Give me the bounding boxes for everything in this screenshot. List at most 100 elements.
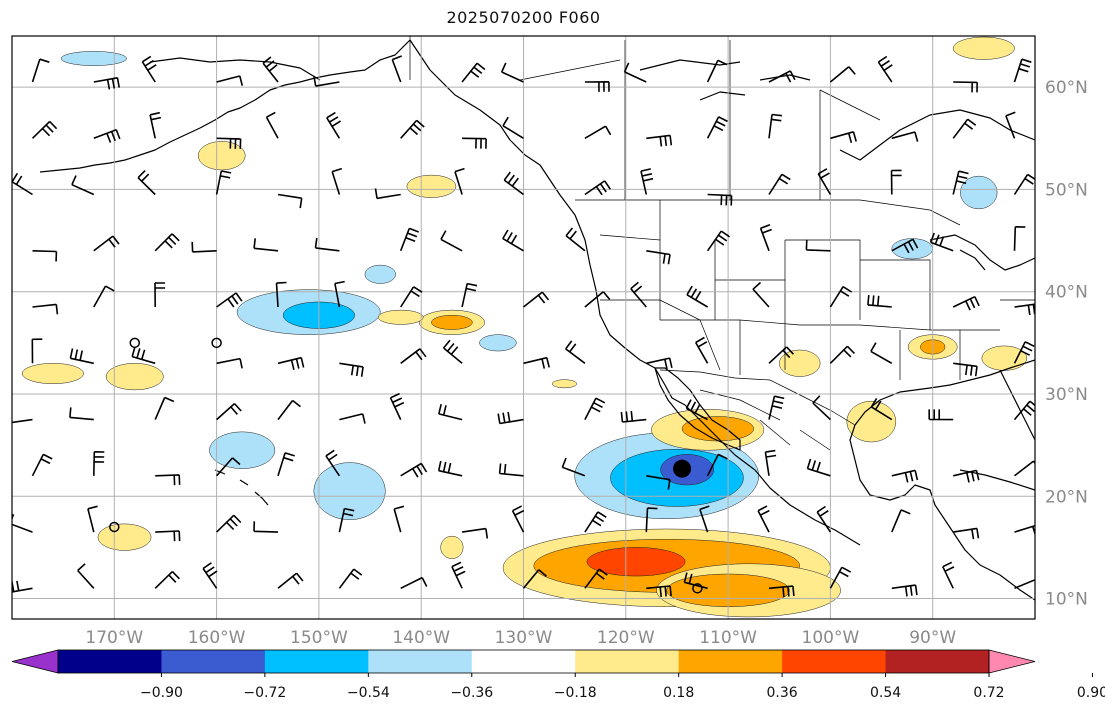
wind-barb <box>891 238 919 254</box>
wind-barb <box>313 76 340 87</box>
wind-barb <box>706 453 728 477</box>
contour-region-17 <box>377 309 424 325</box>
lat-tick-label: 40°N <box>1045 283 1088 303</box>
contour-region-29 <box>981 345 1028 371</box>
wind-barb <box>623 62 647 83</box>
alaska-north-coast <box>149 57 321 81</box>
colorbar-tick-label: 0.90 <box>1077 685 1105 701</box>
contour-region-12 <box>197 141 246 171</box>
great-lakes <box>929 234 1035 271</box>
wind-barb <box>1014 303 1035 316</box>
contour-region-32 <box>952 36 1015 60</box>
map-frame <box>11 35 1036 620</box>
longitude-labels: 170°W 160°W 150°W 140°W 130°W 120°W 110°W 100°W… <box>85 628 956 648</box>
wind-barb <box>155 530 181 542</box>
wind-barb <box>12 418 33 424</box>
wind-barb <box>77 563 95 589</box>
wind-barb <box>275 281 287 308</box>
wind-barb <box>816 505 832 533</box>
colorbar-swatch <box>678 650 783 673</box>
wind-barb <box>829 345 855 364</box>
wind-barb <box>253 521 279 533</box>
wind-barb <box>942 561 955 589</box>
wind-barb <box>497 411 524 425</box>
baja-coast <box>654 367 741 451</box>
wind-barb <box>699 505 710 533</box>
lon-tick-label: 90°W <box>909 628 956 648</box>
wind-barb <box>277 356 305 370</box>
wind-barb <box>511 505 525 533</box>
colorbar-extend-high <box>988 649 1036 674</box>
contour-region-33 <box>60 51 127 66</box>
wind-barb <box>929 232 954 252</box>
wind-barb <box>707 193 733 206</box>
wind-barb <box>191 241 217 253</box>
contour-region-20 <box>21 363 84 385</box>
colorbar-tick-label: 0.18 <box>663 685 694 701</box>
colorbar-swatch <box>264 650 369 673</box>
wind-barb <box>870 342 893 364</box>
wind-barb <box>953 81 978 93</box>
wind-barb <box>400 286 423 308</box>
wind-barb <box>952 118 977 139</box>
wind-barb <box>438 404 463 421</box>
wind-barb <box>891 509 911 533</box>
wind-barb <box>461 62 486 83</box>
wind-barb <box>805 239 831 252</box>
wind-barb <box>262 56 279 83</box>
lon-tick-label: 150°W <box>290 628 348 648</box>
center-marker <box>673 459 692 478</box>
wind-barb <box>500 62 524 83</box>
wind-barb <box>565 340 586 364</box>
wind-barb <box>686 285 709 308</box>
wind-barb <box>870 397 893 421</box>
colorbar-swatch <box>58 650 162 673</box>
wind-barb <box>829 286 853 308</box>
canada-provinces <box>519 40 881 200</box>
wind-barb <box>952 170 969 195</box>
colorbar-tick-label: −0.36 <box>450 685 493 701</box>
latitude-labels: 60°N 50°N 40°N 30°N 20°N 10°N <box>1045 78 1088 609</box>
contour-region-18 <box>479 334 517 352</box>
wind-barb <box>454 167 465 195</box>
markers <box>109 337 703 594</box>
wind-barb <box>93 77 120 90</box>
wind-barb <box>31 338 43 364</box>
wind-barb <box>867 294 892 308</box>
colorbar-swatch <box>782 650 887 673</box>
wind-barb <box>952 295 980 311</box>
wind-barb <box>451 561 466 589</box>
wind-barb <box>561 457 586 477</box>
wind-barb <box>523 291 550 308</box>
wind-barb <box>325 449 341 477</box>
wind-barb <box>93 235 120 252</box>
wind-barb <box>522 569 548 589</box>
wind-barb <box>1014 524 1035 537</box>
lat-lon-gridlines <box>12 36 1035 619</box>
wind-barb <box>12 172 33 196</box>
wind-barb <box>768 395 785 420</box>
wind-barb <box>216 403 242 421</box>
wind-barb <box>71 175 95 196</box>
wind-barb <box>216 357 243 369</box>
wind-barb <box>31 120 58 139</box>
wind-barb <box>393 505 405 533</box>
wind-barb <box>877 55 893 83</box>
wind-barb <box>93 128 121 143</box>
wind-barb <box>768 70 796 83</box>
pacific-coast <box>409 39 861 546</box>
wind-barb <box>928 409 954 421</box>
wind-barb <box>154 233 180 252</box>
wind-barb <box>646 357 673 370</box>
wind-barb <box>759 224 772 252</box>
wind-barb <box>829 566 852 589</box>
wind-barb <box>768 113 782 139</box>
contour-region-26 <box>846 400 897 443</box>
lat-tick-label: 60°N <box>1045 78 1088 98</box>
wind-barb <box>768 173 791 195</box>
contour-region-19 <box>105 363 164 391</box>
wind-barb <box>461 282 478 308</box>
wind-barb <box>584 511 607 533</box>
wind-barb <box>953 527 980 540</box>
